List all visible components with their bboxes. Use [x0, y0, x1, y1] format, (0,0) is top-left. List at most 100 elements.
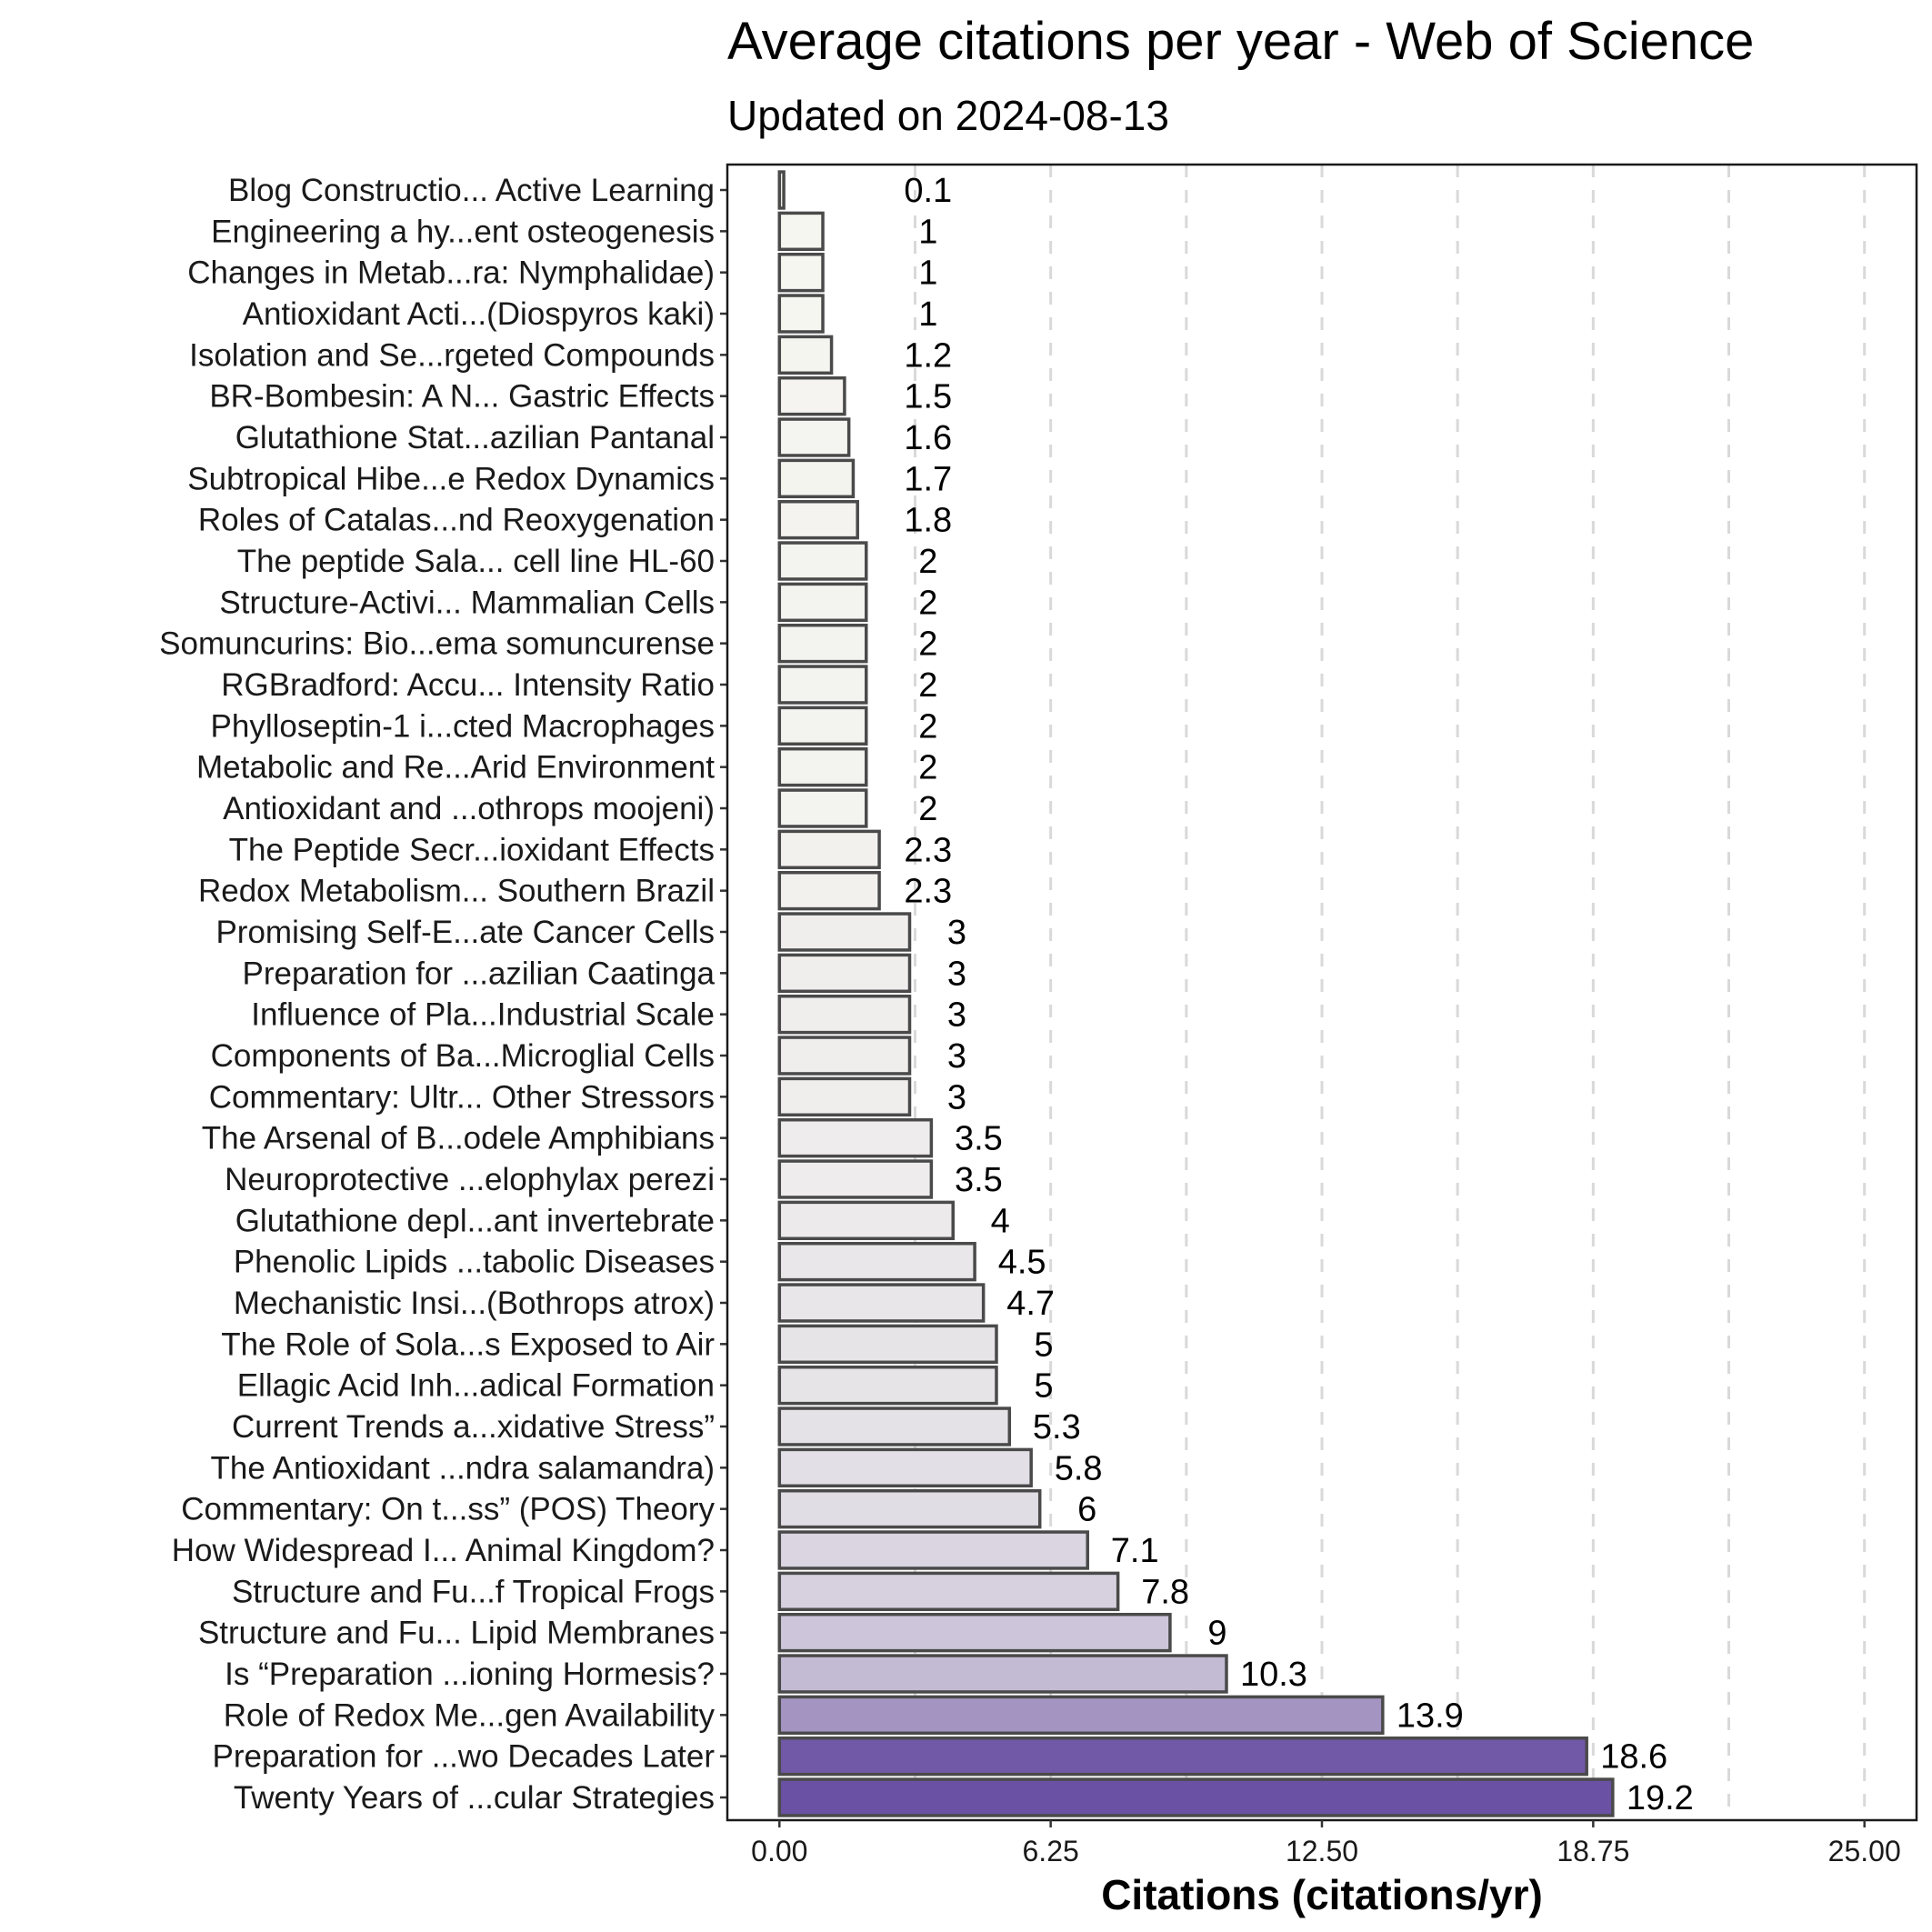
bar — [777, 1530, 1089, 1570]
category-label: Promising Self-E...ate Cancer Cells — [215, 915, 715, 950]
value-label: 1.8 — [904, 502, 952, 540]
x-axis-ticks: 0.00 6.25 12.50 18.75 25.00 — [751, 1820, 1901, 1867]
bar — [777, 870, 881, 911]
value-label: 5 — [1034, 1326, 1053, 1364]
category-label: The Arsenal of B...odele Amphibians — [202, 1121, 715, 1156]
bar — [777, 252, 825, 293]
category-label: Glutathione Stat...azilian Pantanal — [235, 420, 715, 455]
value-label: 2 — [918, 584, 937, 622]
value-label: 6 — [1077, 1491, 1096, 1529]
value-label: 10.3 — [1240, 1656, 1307, 1694]
x-tick-label: 6.25 — [1023, 1835, 1079, 1867]
value-label: 3 — [947, 914, 966, 952]
category-label: Mechanistic Insi...(Bothrops atrox) — [234, 1286, 715, 1321]
bar — [777, 623, 868, 664]
bar — [777, 912, 912, 952]
value-label: 3 — [947, 1037, 966, 1076]
category-label: Components of Ba...Microglial Cells — [211, 1038, 715, 1074]
bar — [777, 1241, 976, 1282]
bar — [777, 1076, 912, 1117]
category-label: The Antioxidant ...ndra salamandra) — [211, 1450, 715, 1486]
bar — [777, 582, 868, 623]
category-label: Influence of Pla...Industrial Scale — [251, 997, 715, 1033]
value-label: 1.5 — [904, 378, 952, 416]
category-label: The peptide Sala... cell line HL-60 — [237, 544, 715, 579]
category-label: Blog Constructio... Active Learning — [228, 173, 715, 208]
value-label: 1 — [918, 255, 937, 293]
bar — [777, 706, 868, 746]
category-label: The Role of Sola...s Exposed to Air — [221, 1326, 715, 1362]
category-label: Commentary: Ultr... Other Stressors — [209, 1079, 715, 1115]
value-label: 3 — [947, 1078, 966, 1116]
bar — [777, 1654, 1228, 1694]
category-label: Somuncurins: Bio...ema somuncurense — [159, 626, 715, 662]
value-label: 3 — [947, 996, 966, 1035]
category-label: Preparation for ...azilian Caatinga — [243, 956, 716, 991]
value-label: 2.3 — [904, 831, 952, 869]
category-label: Role of Redox Me...gen Availability — [224, 1697, 716, 1733]
value-label: 4 — [991, 1202, 1010, 1240]
value-label: 1.7 — [904, 460, 952, 498]
value-label: 7.1 — [1111, 1532, 1159, 1570]
bar — [777, 211, 825, 252]
bar — [777, 499, 859, 540]
bar — [777, 1117, 934, 1158]
category-label: Antioxidant Acti...(Diospyros kaki) — [243, 296, 715, 332]
bar — [777, 788, 868, 828]
value-label: 1.6 — [904, 419, 952, 457]
value-label: 1 — [918, 213, 937, 251]
category-label: Structure and Fu... Lipid Membranes — [198, 1616, 715, 1651]
category-label: Engineering a hy...ent osteogenesis — [211, 214, 715, 249]
category-label: Phylloseptin-1 i...cted Macrophages — [211, 708, 715, 744]
value-labels: 0.11111.21.51.61.71.822222222.32.3333333… — [904, 172, 1693, 1817]
category-label: Structure and Fu...f Tropical Frogs — [232, 1574, 715, 1609]
value-label: 5 — [1034, 1367, 1053, 1406]
bar — [777, 1695, 1385, 1736]
category-label: Structure-Activi... Mammalian Cells — [219, 585, 715, 620]
bar — [777, 1283, 986, 1323]
value-label: 1 — [918, 295, 937, 334]
value-label: 2 — [918, 749, 937, 787]
category-label: Redox Metabolism... Southern Brazil — [198, 874, 715, 909]
category-label: RGBradford: Accu... Intensity Ratio — [221, 667, 715, 703]
bar — [777, 994, 912, 1035]
bar — [777, 335, 834, 375]
bar — [777, 829, 881, 870]
bar — [777, 746, 868, 787]
value-label: 18.6 — [1600, 1738, 1667, 1777]
category-label: How Widespread I... Animal Kingdom? — [172, 1533, 715, 1568]
category-label: Neuroprotective ...elophylax perezi — [225, 1162, 715, 1197]
category-label: Preparation for ...wo Decades Later — [212, 1739, 715, 1775]
value-label: 3.5 — [955, 1161, 1003, 1199]
value-label: 2 — [918, 790, 937, 828]
value-label: 1.2 — [904, 336, 952, 375]
bar — [777, 1159, 934, 1199]
bar — [777, 541, 868, 581]
value-label: 2 — [918, 666, 937, 705]
value-label: 2 — [918, 707, 937, 746]
bars — [777, 170, 1615, 1817]
x-axis-title: Citations (citations/yr) — [1101, 1871, 1543, 1918]
category-label: Isolation and Se...rgeted Compounds — [189, 337, 715, 373]
value-label: 7.8 — [1141, 1573, 1189, 1611]
bar — [777, 1571, 1120, 1612]
x-tick-label: 12.50 — [1286, 1835, 1358, 1867]
bar — [777, 170, 786, 210]
bar — [777, 1447, 1033, 1488]
value-label: 2.3 — [904, 873, 952, 911]
bar — [777, 458, 856, 499]
x-tick-label: 0.00 — [751, 1835, 807, 1867]
bar — [777, 665, 868, 705]
category-label: Commentary: On t...ss” (POS) Theory — [181, 1492, 715, 1527]
bar — [777, 294, 825, 334]
value-label: 4.5 — [998, 1244, 1046, 1282]
value-label: 2 — [918, 626, 937, 664]
chart-title: Average citations per year - Web of Scie… — [727, 12, 1754, 71]
category-label: Is “Preparation ...ioning Hormesis? — [225, 1657, 715, 1692]
category-label: Metabolic and Re...Arid Environment — [196, 750, 715, 786]
category-label: The Peptide Secr...ioxidant Effects — [229, 832, 715, 867]
value-label: 5.8 — [1055, 1449, 1103, 1487]
bar — [777, 1200, 955, 1241]
category-label: Changes in Metab...ra: Nymphalidae) — [187, 255, 715, 291]
